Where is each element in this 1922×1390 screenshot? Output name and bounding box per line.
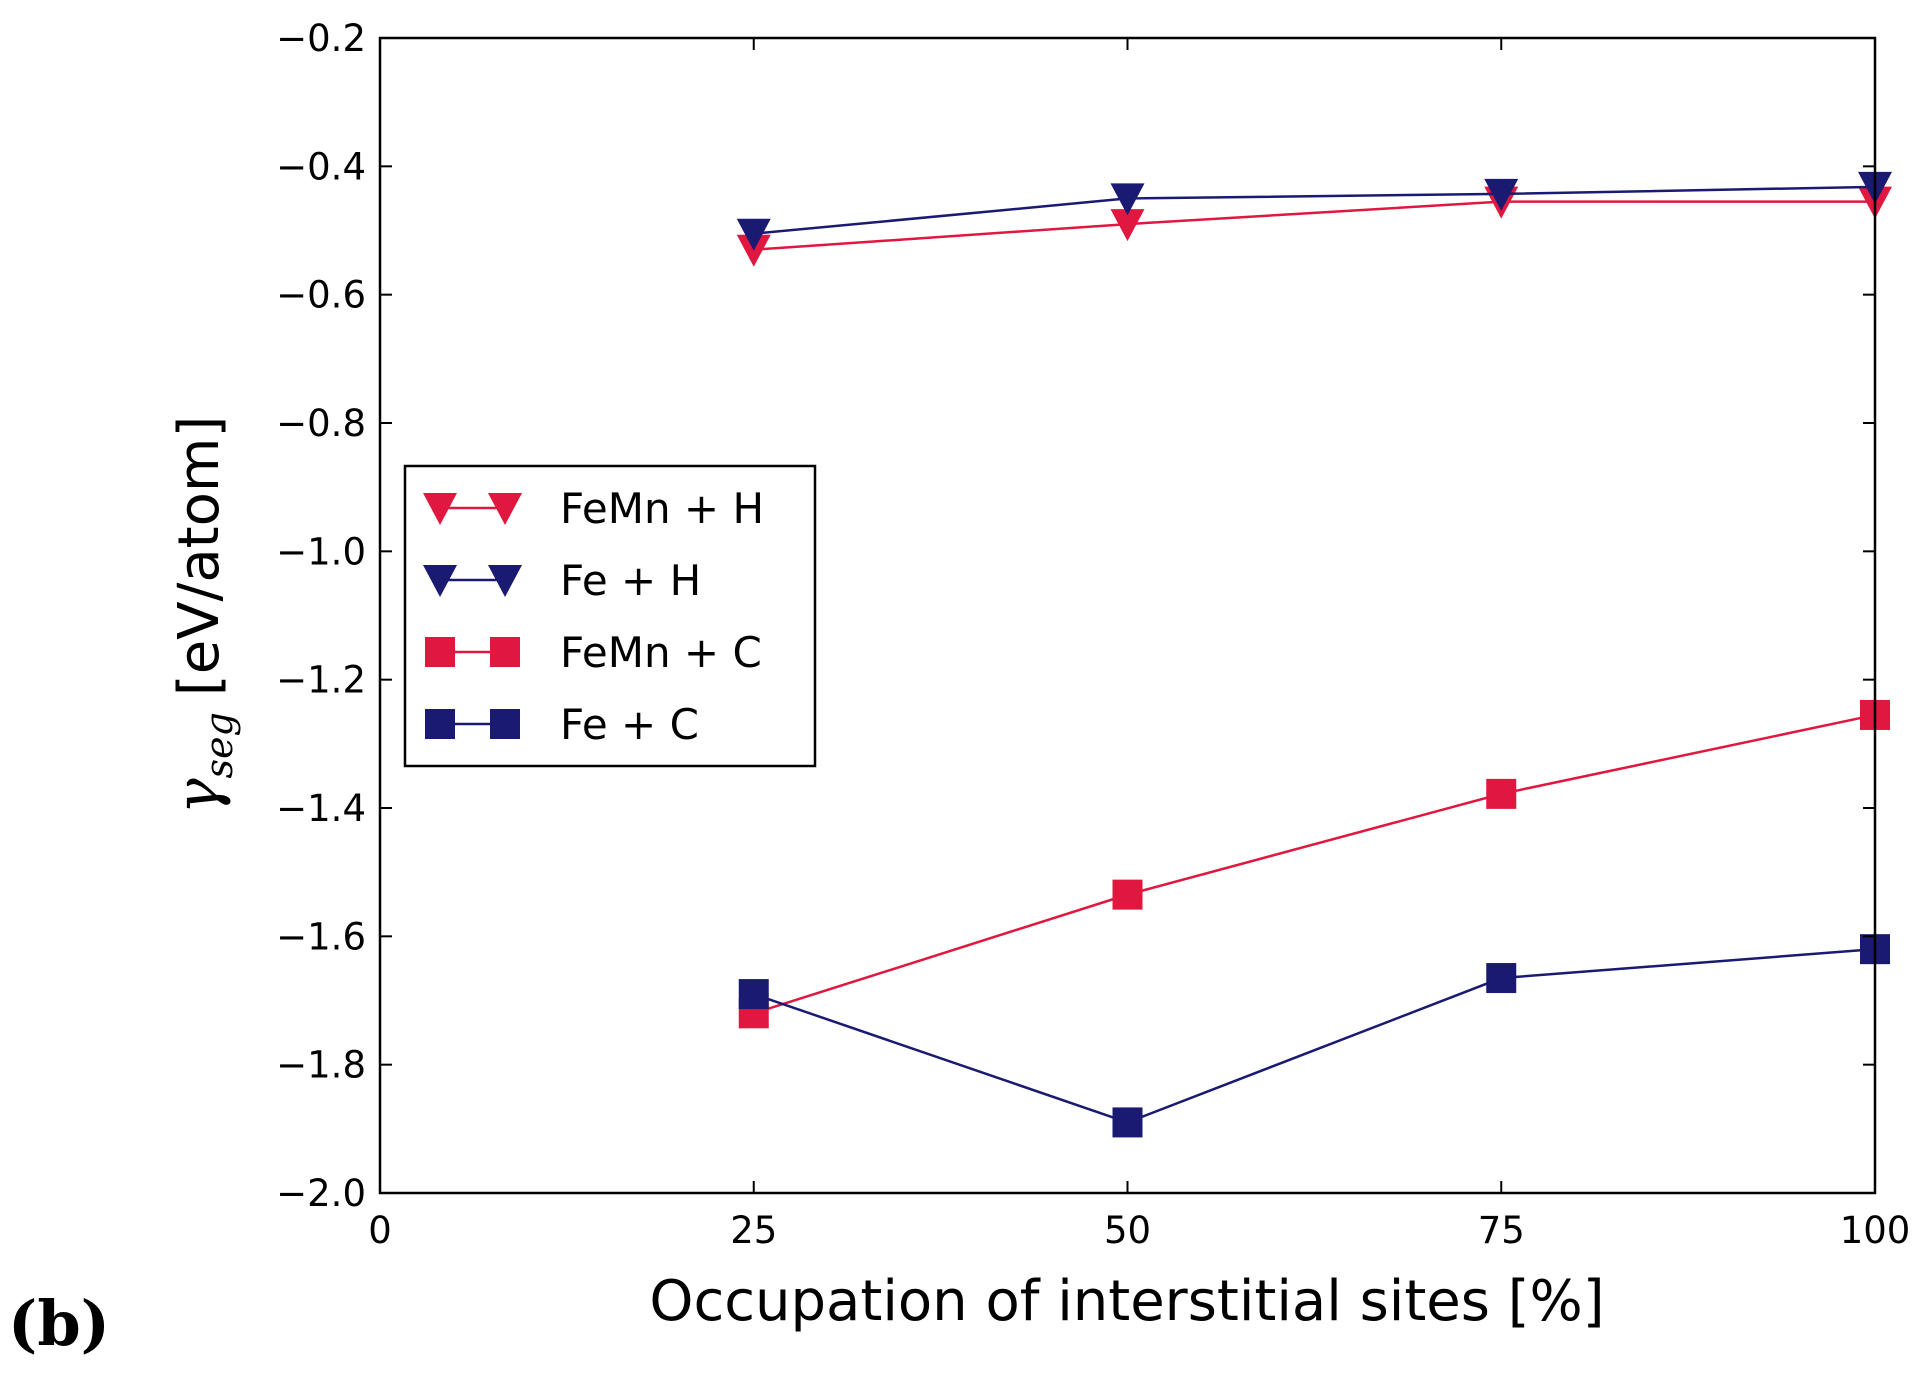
y-axis-symbol: γ [163, 778, 233, 814]
data-point-fe-h [1110, 183, 1145, 216]
legend-marker [490, 637, 520, 667]
svg-text:γseg[eV/atom]: γseg [eV/atom] [163, 416, 241, 815]
series-layer [736, 171, 1892, 1138]
legend-label: Fe + C [560, 700, 699, 749]
data-point-fe-h [736, 218, 771, 251]
legend-marker [490, 709, 520, 739]
y-axis-unit: [eV/atom] [167, 416, 232, 696]
series-line-femn-c [753, 713, 1876, 1015]
legend-marker [423, 493, 457, 525]
data-point-femn-c [1486, 778, 1517, 809]
y-tick-label: −2.0 [276, 1172, 366, 1215]
legend-marker [423, 565, 457, 597]
legend-label: FeMn + H [560, 484, 764, 533]
x-axis-label: Occupation of interstitial sites [%] [649, 1269, 1604, 1334]
y-tick-label: −0.8 [276, 402, 366, 445]
series-line-femn-h [753, 200, 1875, 251]
x-tick-label: 75 [1478, 1209, 1525, 1252]
y-tick-label: −1.4 [276, 787, 366, 830]
y-tick-label: −1.8 [276, 1044, 366, 1087]
x-tick-label: 0 [368, 1209, 392, 1252]
y-tick-label: −1.2 [276, 659, 366, 702]
legend-marker [488, 493, 522, 525]
y-tick-label: −0.6 [276, 274, 366, 317]
legend: FeMn + H Fe + H FeMn + C Fe + C [403, 464, 817, 768]
data-point-fe-c [738, 979, 769, 1010]
data-point-fe-h [1484, 178, 1519, 211]
x-tick-label: 25 [730, 1209, 777, 1252]
data-point-fe-c [1486, 963, 1517, 994]
x-tick-label: 50 [1104, 1209, 1151, 1252]
series-line-fe-c [753, 947, 1876, 1124]
legend-label: FeMn + C [560, 628, 762, 677]
data-point-femn-h [1110, 209, 1145, 242]
data-point-femn-h [736, 234, 771, 267]
ticks-layer: 0 25 50 75 100 −2.0 −1.8 −1.6 −1.4 −1.2 −1.0 −0.8 −0… [276, 17, 1910, 1252]
y-tick-label: −1.0 [276, 530, 366, 573]
legend-box [403, 464, 817, 768]
data-point-fe-c [1112, 1107, 1143, 1138]
y-tick-label: −0.4 [276, 145, 366, 188]
y-axis-label: γseg [eV/atom] [163, 416, 241, 815]
legend-marker [425, 637, 455, 667]
panel-label: (b) [8, 1287, 110, 1360]
y-axis-subscript: seg [197, 712, 241, 778]
x-tick-label: 100 [1840, 1209, 1911, 1252]
series-line-fe-h [753, 185, 1876, 235]
legend-label: Fe + H [560, 556, 701, 605]
legend-marker [425, 709, 455, 739]
y-tick-label: −0.2 [276, 17, 366, 60]
y-tick-label: −1.6 [276, 915, 366, 958]
legend-marker [488, 565, 522, 597]
data-point-femn-c [1112, 879, 1143, 910]
